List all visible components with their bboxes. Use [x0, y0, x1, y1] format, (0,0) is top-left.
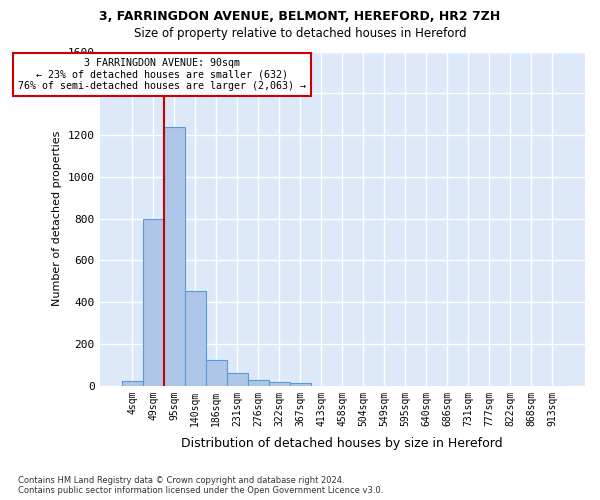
- Bar: [290, 382, 311, 386]
- Bar: [164, 126, 185, 386]
- Bar: [185, 290, 206, 386]
- Text: 3 FARRINGDON AVENUE: 90sqm
← 23% of detached houses are smaller (632)
76% of sem: 3 FARRINGDON AVENUE: 90sqm ← 23% of deta…: [17, 58, 305, 91]
- Y-axis label: Number of detached properties: Number of detached properties: [52, 131, 62, 306]
- Text: Contains HM Land Registry data © Crown copyright and database right 2024.
Contai: Contains HM Land Registry data © Crown c…: [18, 476, 383, 495]
- Bar: [269, 382, 290, 386]
- Bar: [206, 360, 227, 386]
- Bar: [143, 218, 164, 386]
- Text: 3, FARRINGDON AVENUE, BELMONT, HEREFORD, HR2 7ZH: 3, FARRINGDON AVENUE, BELMONT, HEREFORD,…: [100, 10, 500, 23]
- Bar: [227, 373, 248, 386]
- X-axis label: Distribution of detached houses by size in Hereford: Distribution of detached houses by size …: [181, 437, 503, 450]
- Bar: [122, 380, 143, 386]
- Bar: [248, 380, 269, 386]
- Text: Size of property relative to detached houses in Hereford: Size of property relative to detached ho…: [134, 28, 466, 40]
